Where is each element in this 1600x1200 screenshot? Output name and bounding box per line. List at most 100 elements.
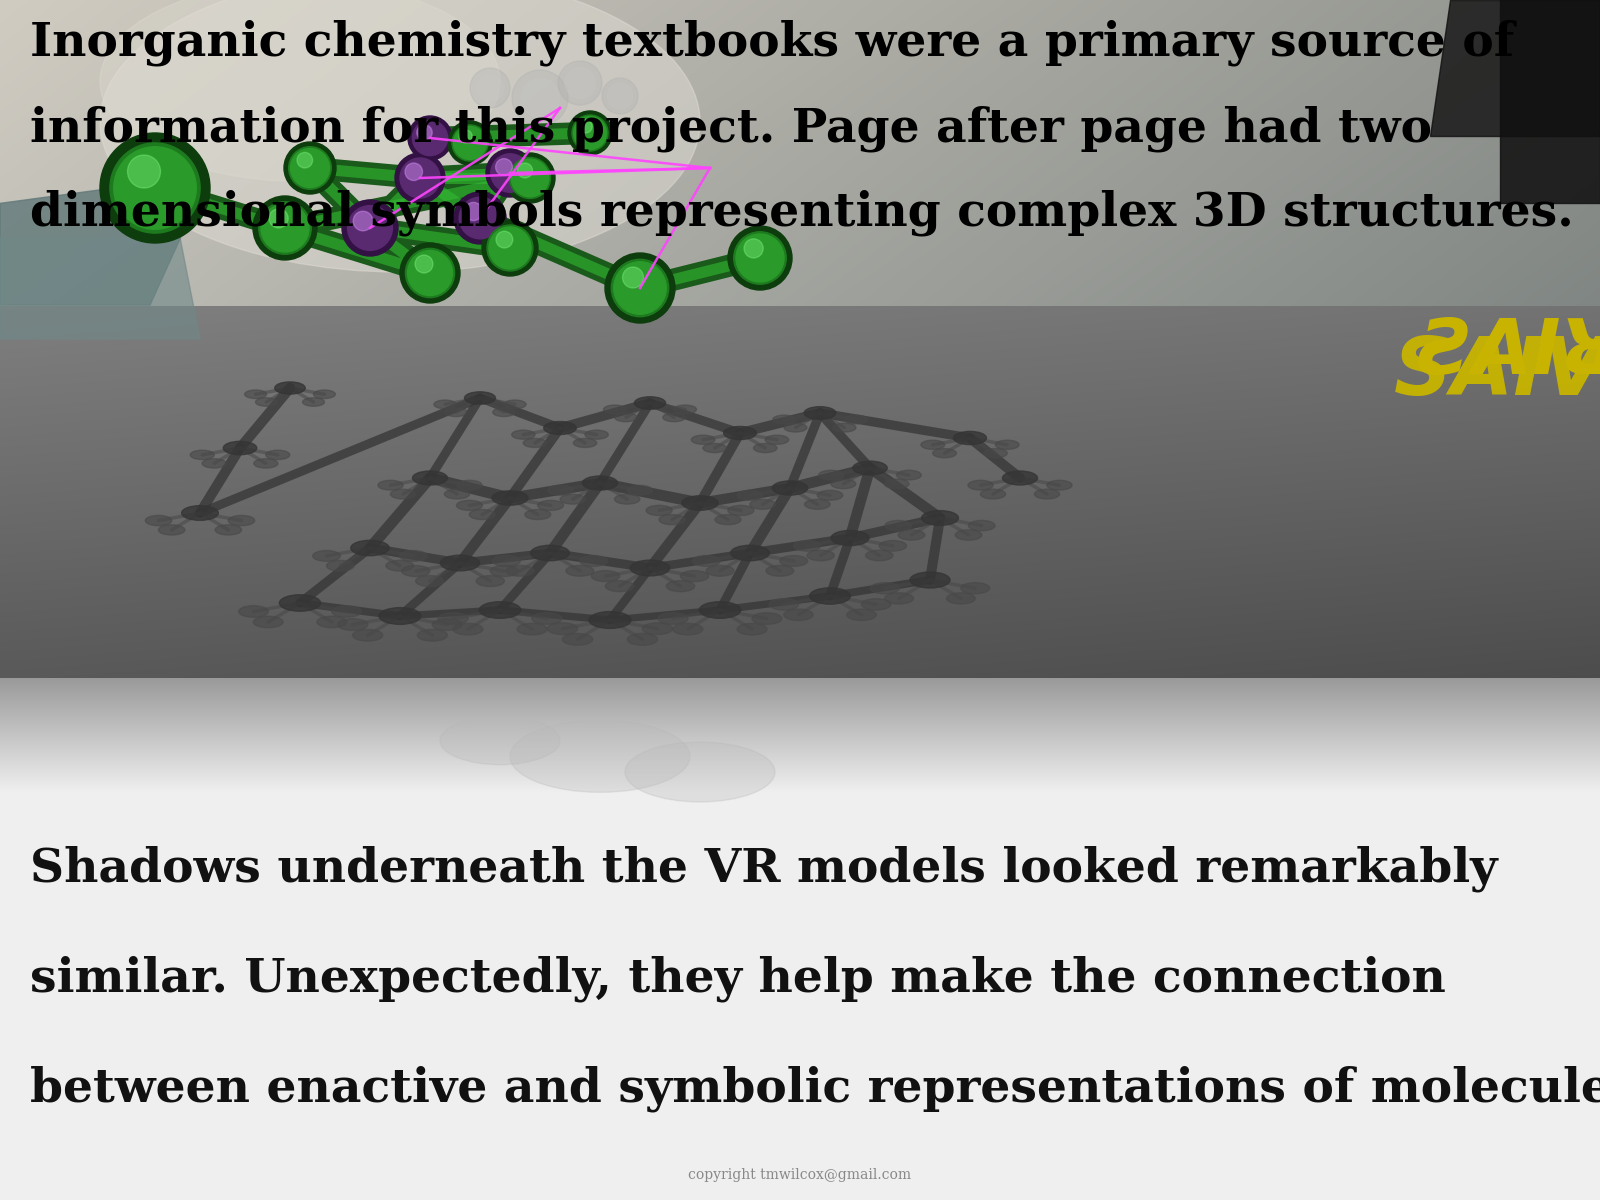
Circle shape	[486, 149, 534, 197]
Circle shape	[608, 84, 632, 108]
Circle shape	[454, 192, 506, 244]
Ellipse shape	[214, 524, 242, 535]
Ellipse shape	[490, 565, 518, 576]
Ellipse shape	[861, 599, 891, 610]
Ellipse shape	[866, 550, 893, 560]
Ellipse shape	[464, 391, 496, 404]
Circle shape	[416, 125, 432, 140]
Ellipse shape	[253, 616, 283, 628]
Ellipse shape	[634, 397, 666, 409]
Ellipse shape	[99, 0, 701, 272]
Circle shape	[408, 251, 453, 295]
Circle shape	[285, 142, 336, 194]
Ellipse shape	[682, 496, 718, 510]
Ellipse shape	[752, 613, 782, 624]
Ellipse shape	[674, 623, 702, 635]
Ellipse shape	[589, 612, 630, 629]
Ellipse shape	[933, 449, 957, 457]
Ellipse shape	[512, 430, 534, 439]
Polygon shape	[1501, 0, 1600, 203]
Circle shape	[298, 152, 312, 168]
Circle shape	[486, 226, 533, 271]
Ellipse shape	[434, 400, 456, 409]
Circle shape	[506, 152, 555, 203]
Ellipse shape	[773, 415, 795, 424]
Ellipse shape	[350, 540, 389, 556]
Circle shape	[114, 146, 197, 229]
Ellipse shape	[432, 619, 462, 630]
Ellipse shape	[642, 623, 672, 635]
Ellipse shape	[846, 610, 877, 620]
Ellipse shape	[738, 491, 763, 500]
Ellipse shape	[630, 560, 670, 576]
Circle shape	[405, 248, 454, 298]
Ellipse shape	[626, 742, 774, 802]
Circle shape	[291, 149, 330, 187]
Ellipse shape	[493, 556, 520, 566]
Circle shape	[490, 227, 531, 269]
Ellipse shape	[493, 408, 515, 416]
Ellipse shape	[331, 606, 362, 617]
Circle shape	[354, 211, 373, 230]
Ellipse shape	[99, 0, 499, 181]
Ellipse shape	[440, 556, 480, 571]
Ellipse shape	[182, 505, 218, 521]
Ellipse shape	[538, 500, 563, 510]
Text: information for this project. Page after page had two: information for this project. Page after…	[30, 104, 1432, 151]
Ellipse shape	[805, 407, 835, 419]
Ellipse shape	[314, 390, 336, 398]
Ellipse shape	[955, 530, 982, 540]
Ellipse shape	[766, 565, 794, 576]
Ellipse shape	[784, 424, 806, 432]
Text: Inorganic chemistry textbooks were a primary source of: Inorganic chemistry textbooks were a pri…	[30, 20, 1514, 66]
Text: SAIV: SAIV	[1394, 334, 1600, 412]
Circle shape	[744, 239, 763, 258]
Circle shape	[496, 158, 512, 175]
Ellipse shape	[603, 406, 626, 414]
Circle shape	[453, 126, 486, 160]
Ellipse shape	[995, 440, 1019, 449]
Ellipse shape	[806, 550, 834, 560]
Circle shape	[400, 242, 461, 302]
Circle shape	[512, 70, 568, 126]
Ellipse shape	[266, 450, 290, 460]
Circle shape	[459, 130, 472, 143]
Ellipse shape	[885, 479, 909, 488]
Circle shape	[579, 120, 592, 133]
Circle shape	[288, 146, 331, 190]
Polygon shape	[0, 169, 190, 305]
Ellipse shape	[525, 510, 550, 520]
Polygon shape	[0, 238, 200, 338]
Ellipse shape	[674, 406, 696, 414]
Circle shape	[408, 116, 453, 160]
Ellipse shape	[418, 629, 448, 641]
Circle shape	[414, 254, 434, 272]
Ellipse shape	[566, 565, 594, 576]
Ellipse shape	[517, 623, 547, 635]
Circle shape	[496, 232, 512, 248]
Ellipse shape	[605, 581, 634, 592]
Ellipse shape	[477, 576, 504, 587]
Ellipse shape	[445, 490, 469, 499]
Ellipse shape	[562, 634, 592, 646]
Ellipse shape	[379, 607, 421, 624]
Ellipse shape	[896, 470, 922, 480]
Ellipse shape	[834, 424, 856, 432]
Ellipse shape	[830, 530, 869, 546]
Circle shape	[342, 200, 398, 256]
Ellipse shape	[547, 623, 578, 635]
Text: dimensional symbols representing complex 3D structures.: dimensional symbols representing complex…	[30, 190, 1574, 236]
Ellipse shape	[784, 610, 813, 620]
Ellipse shape	[245, 390, 267, 398]
Circle shape	[573, 116, 606, 150]
Ellipse shape	[326, 560, 354, 571]
Ellipse shape	[627, 485, 653, 496]
Circle shape	[413, 120, 448, 156]
Ellipse shape	[378, 480, 403, 490]
Circle shape	[611, 259, 669, 317]
Ellipse shape	[158, 524, 186, 535]
Ellipse shape	[531, 613, 562, 624]
Ellipse shape	[1034, 490, 1059, 499]
Ellipse shape	[413, 470, 448, 485]
Ellipse shape	[229, 515, 254, 526]
